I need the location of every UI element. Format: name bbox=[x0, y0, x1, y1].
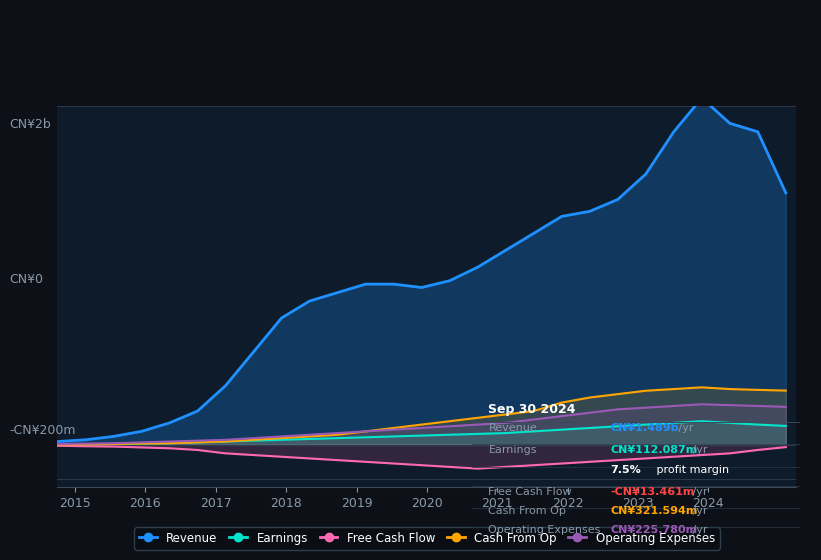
Text: /yr: /yr bbox=[690, 525, 708, 535]
Text: 7.5%: 7.5% bbox=[610, 465, 640, 474]
Text: CN¥2b: CN¥2b bbox=[10, 118, 51, 131]
Text: profit margin: profit margin bbox=[653, 465, 729, 474]
Text: CN¥1.489b: CN¥1.489b bbox=[610, 423, 678, 433]
Text: CN¥0: CN¥0 bbox=[10, 273, 44, 286]
Text: -CN¥13.461m: -CN¥13.461m bbox=[610, 487, 695, 497]
Text: CN¥321.594m: CN¥321.594m bbox=[610, 506, 697, 516]
Text: /yr: /yr bbox=[690, 445, 708, 455]
Text: CN¥225.780m: CN¥225.780m bbox=[610, 525, 697, 535]
Text: -CN¥200m: -CN¥200m bbox=[10, 424, 76, 437]
Text: CN¥112.087m: CN¥112.087m bbox=[610, 445, 697, 455]
Text: Cash From Op: Cash From Op bbox=[488, 506, 566, 516]
Text: Revenue: Revenue bbox=[488, 423, 537, 433]
Text: /yr: /yr bbox=[690, 506, 708, 516]
Text: Sep 30 2024: Sep 30 2024 bbox=[488, 403, 576, 416]
Text: Operating Expenses: Operating Expenses bbox=[488, 525, 601, 535]
Text: /yr: /yr bbox=[675, 423, 694, 433]
Text: Free Cash Flow: Free Cash Flow bbox=[488, 487, 572, 497]
Text: /yr: /yr bbox=[690, 487, 708, 497]
Legend: Revenue, Earnings, Free Cash Flow, Cash From Op, Operating Expenses: Revenue, Earnings, Free Cash Flow, Cash … bbox=[135, 528, 719, 550]
Text: Earnings: Earnings bbox=[488, 445, 537, 455]
